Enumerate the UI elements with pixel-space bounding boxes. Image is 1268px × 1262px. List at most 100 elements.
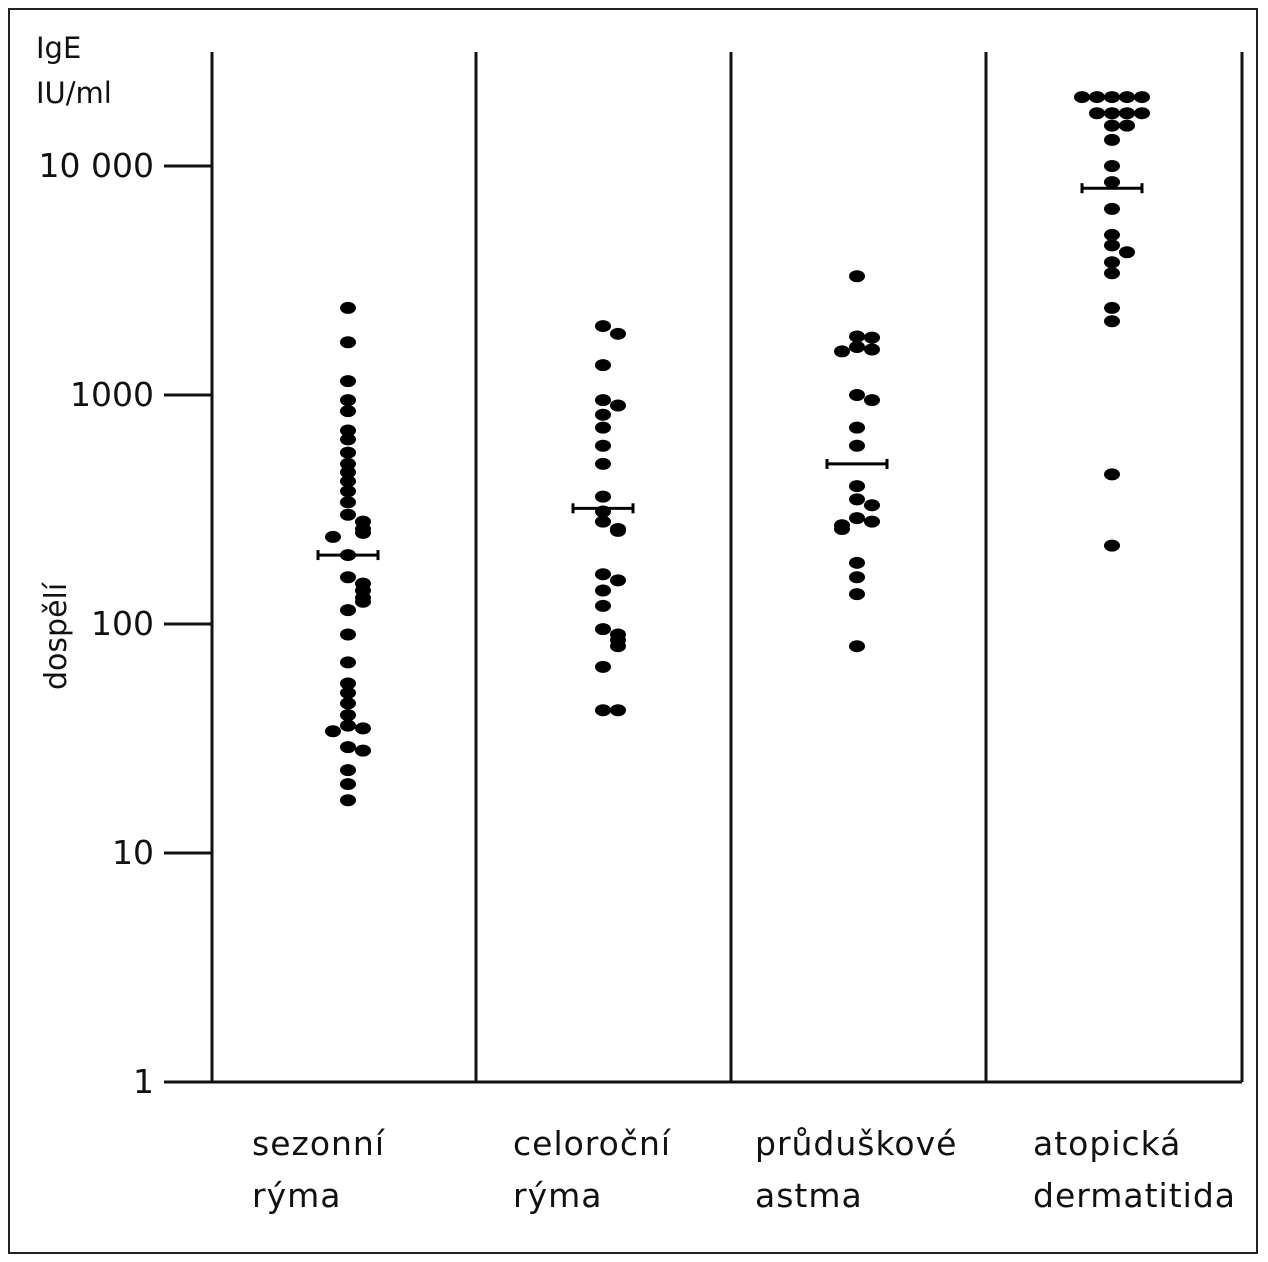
data-point: [595, 421, 611, 434]
data-point: [340, 394, 356, 407]
data-point: [340, 485, 356, 498]
data-point: [340, 709, 356, 722]
data-point: [849, 556, 865, 569]
data-point: [355, 595, 371, 608]
data-point: [325, 725, 341, 738]
data-point: [849, 330, 865, 343]
data-point: [340, 446, 356, 459]
data-point: [610, 640, 626, 653]
data-point: [340, 697, 356, 710]
data-point: [595, 704, 611, 717]
data-point: [595, 568, 611, 581]
y-tick-label-100: 100: [91, 604, 154, 643]
data-point: [1134, 91, 1150, 104]
data-point: [1104, 228, 1120, 241]
data-point: [1104, 176, 1120, 189]
data-point: [595, 394, 611, 407]
data-point: [610, 704, 626, 717]
data-point: [340, 424, 356, 437]
data-point: [355, 526, 371, 539]
data-point: [340, 336, 356, 349]
data-point: [595, 660, 611, 673]
data-point: [1119, 246, 1135, 259]
category-label-3-line2: astma: [755, 1176, 863, 1215]
data-point: [864, 499, 880, 512]
data-point: [340, 686, 356, 699]
data-point: [595, 584, 611, 597]
data-point: [1134, 107, 1150, 120]
data-point: [864, 394, 880, 407]
data-point: [1104, 468, 1120, 481]
data-point: [1104, 107, 1120, 120]
data-point: [1119, 119, 1135, 132]
data-point: [1104, 133, 1120, 146]
data-point: [1089, 107, 1105, 120]
category-label-1-line2: rýma: [252, 1176, 341, 1215]
data-point: [595, 359, 611, 372]
data-point: [340, 475, 356, 488]
data-point: [355, 744, 371, 757]
category-label-1-line1: sezonní: [252, 1124, 386, 1163]
data-point: [340, 656, 356, 669]
category-label-4-line1: atopická: [1033, 1124, 1181, 1163]
data-point: [1074, 91, 1090, 104]
data-point: [595, 599, 611, 612]
category-label-4-line2: dermatitida: [1033, 1176, 1236, 1215]
data-point: [610, 327, 626, 340]
category-label-2-line1: celoroční: [513, 1124, 672, 1163]
data-point: [325, 530, 341, 543]
data-point: [1119, 91, 1135, 104]
data-point: [1104, 239, 1120, 252]
data-point: [1089, 91, 1105, 104]
data-point: [1104, 202, 1120, 215]
data-point: [849, 480, 865, 493]
y-unit-label-line2: IU/ml: [36, 76, 112, 110]
chart-frame: [8, 8, 1258, 1254]
data-point: [1104, 119, 1120, 132]
data-point: [340, 301, 356, 314]
data-point: [340, 604, 356, 617]
data-point: [340, 405, 356, 418]
y-tick-label-1: 1: [133, 1062, 154, 1101]
data-point: [340, 778, 356, 791]
data-point: [340, 466, 356, 479]
category-label-3-line1: průduškové: [755, 1124, 957, 1163]
data-point: [1104, 315, 1120, 328]
data-point: [1104, 539, 1120, 552]
data-point: [864, 515, 880, 528]
data-point: [340, 764, 356, 777]
data-point: [610, 399, 626, 412]
data-point: [849, 421, 865, 434]
data-point: [849, 270, 865, 283]
data-point: [340, 457, 356, 470]
side-label: dospělí: [39, 581, 74, 690]
y-tick-label-1000: 1000: [70, 375, 154, 414]
data-point: [864, 331, 880, 344]
data-point: [849, 493, 865, 506]
data-point: [340, 571, 356, 584]
data-point: [849, 389, 865, 401]
y-tick-label-10: 10: [112, 833, 154, 872]
data-point: [595, 515, 611, 528]
data-point: [595, 457, 611, 470]
data-point: [340, 375, 356, 388]
data-point: [610, 574, 626, 587]
data-point: [834, 345, 850, 358]
data-point: [849, 588, 865, 601]
data-point: [1104, 256, 1120, 269]
data-point: [1104, 91, 1120, 104]
data-point: [340, 496, 356, 509]
data-point: [595, 623, 611, 636]
data-point: [340, 628, 356, 641]
data-point: [340, 433, 356, 446]
data-point: [340, 719, 356, 732]
data-point: [849, 512, 865, 525]
data-point: [849, 571, 865, 584]
data-point: [340, 508, 356, 521]
data-point: [595, 408, 611, 421]
data-point: [595, 320, 611, 333]
data-point: [595, 439, 611, 452]
data-point: [610, 524, 626, 537]
y-unit-label-line1: IgE: [36, 31, 81, 65]
